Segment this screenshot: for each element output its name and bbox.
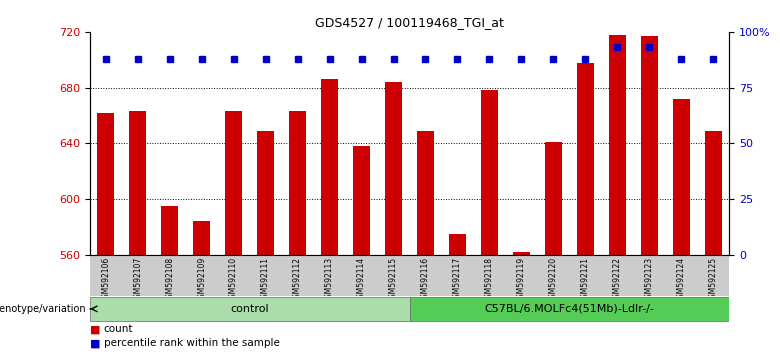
- Text: GSM592109: GSM592109: [197, 257, 206, 303]
- Text: GSM592117: GSM592117: [453, 257, 462, 303]
- Text: ■: ■: [90, 338, 100, 348]
- Title: GDS4527 / 100119468_TGI_at: GDS4527 / 100119468_TGI_at: [315, 16, 504, 29]
- Bar: [129, 111, 147, 255]
- Text: GSM592119: GSM592119: [517, 257, 526, 303]
- Text: GSM592116: GSM592116: [421, 257, 430, 303]
- Bar: [640, 36, 658, 255]
- Bar: [97, 113, 115, 255]
- Text: genotype/variation: genotype/variation: [0, 304, 86, 314]
- Text: GSM592118: GSM592118: [485, 257, 494, 303]
- Text: control: control: [230, 304, 269, 314]
- Bar: [410, 297, 729, 321]
- Bar: [672, 99, 690, 255]
- Text: GSM592121: GSM592121: [581, 257, 590, 303]
- Text: GSM592124: GSM592124: [677, 257, 686, 303]
- Bar: [512, 252, 530, 255]
- Text: GSM592106: GSM592106: [101, 257, 110, 303]
- Bar: [257, 131, 275, 255]
- Text: GSM592112: GSM592112: [293, 257, 302, 303]
- Bar: [321, 79, 339, 255]
- Text: GSM592108: GSM592108: [165, 257, 174, 303]
- Text: GSM592110: GSM592110: [229, 257, 238, 303]
- Text: GSM592125: GSM592125: [709, 257, 718, 303]
- Bar: [225, 111, 243, 255]
- Text: GSM592107: GSM592107: [133, 257, 142, 303]
- Bar: [289, 111, 307, 255]
- Bar: [576, 63, 594, 255]
- Text: GSM592113: GSM592113: [325, 257, 334, 303]
- Bar: [417, 131, 434, 255]
- Text: GSM592122: GSM592122: [613, 257, 622, 303]
- Bar: [385, 82, 402, 255]
- Text: C57BL/6.MOLFc4(51Mb)-Ldlr-/-: C57BL/6.MOLFc4(51Mb)-Ldlr-/-: [484, 304, 654, 314]
- Text: count: count: [104, 324, 133, 334]
- Bar: [161, 206, 179, 255]
- Text: GSM592111: GSM592111: [261, 257, 270, 303]
- Text: GSM592115: GSM592115: [389, 257, 398, 303]
- Bar: [193, 221, 211, 255]
- Bar: [704, 131, 722, 255]
- Text: GSM592123: GSM592123: [645, 257, 654, 303]
- Bar: [480, 90, 498, 255]
- Text: GSM592114: GSM592114: [357, 257, 366, 303]
- Bar: [353, 146, 370, 255]
- Bar: [90, 297, 410, 321]
- Text: ■: ■: [90, 324, 100, 334]
- Text: percentile rank within the sample: percentile rank within the sample: [104, 338, 279, 348]
- Bar: [448, 234, 466, 255]
- Bar: [544, 142, 562, 255]
- Text: GSM592120: GSM592120: [549, 257, 558, 303]
- Bar: [608, 35, 626, 255]
